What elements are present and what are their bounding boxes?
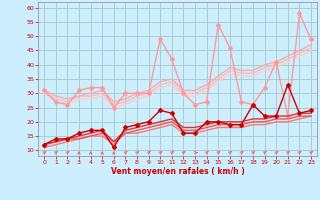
X-axis label: Vent moyen/en rafales ( km/h ): Vent moyen/en rafales ( km/h ) [111,167,244,176]
